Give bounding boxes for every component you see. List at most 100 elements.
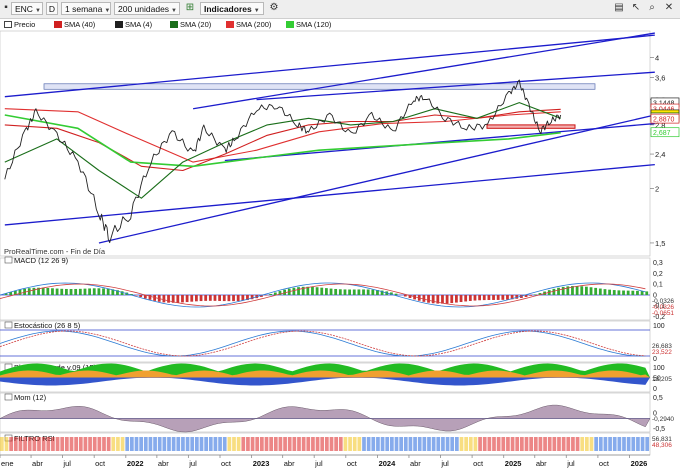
y-tick-label: 2,8: [655, 121, 665, 130]
macd-bar: [185, 295, 189, 303]
rsi-filter-bar: [143, 437, 148, 451]
legend-item-sma120: SMA (120): [286, 19, 331, 30]
macd-bar: [348, 289, 351, 295]
y-tick-label: 4: [655, 53, 659, 62]
x-tick-label: oct: [599, 459, 610, 468]
rsi-filter-bar: [603, 437, 608, 451]
macd-bar: [69, 289, 73, 295]
macd-bar: [524, 295, 528, 297]
rsi-filter-bar: [208, 437, 213, 451]
macd-bar: [37, 287, 40, 295]
rsi-filter-bar: [598, 437, 603, 451]
rsi-filter-bar: [88, 437, 92, 451]
period-button[interactable]: D: [46, 2, 58, 15]
rsi-filter-bar: [515, 437, 520, 451]
macd-bar: [278, 291, 282, 295]
legend-item-price: Precio: [4, 19, 35, 30]
indicator-value-tag: 23,522: [652, 349, 672, 356]
indicator-title: FILTRO RSI: [14, 434, 55, 443]
indicator-panels: MACD (12 26 9) 0,30,20,10-0,1-0,2-0,0326-…: [0, 256, 674, 451]
macd-bar: [338, 289, 342, 295]
macd-bar: [27, 288, 31, 295]
zoom-icon[interactable]: ⌕: [649, 2, 655, 13]
layout-icon[interactable]: ▤: [614, 2, 624, 13]
legend-swatch: [115, 21, 123, 28]
rsi-filter-bar: [255, 437, 260, 451]
macd-bar: [501, 295, 505, 300]
indicator-toggle-icon: [4, 363, 13, 371]
rsi-filter-bar: [608, 437, 612, 451]
macd-bar: [32, 287, 36, 295]
rsi-filter-bar: [292, 437, 297, 451]
rsi-filter-bar: [376, 437, 380, 451]
rsi-filter-bar: [585, 437, 589, 451]
macd-bar: [51, 288, 54, 295]
rsi-filter-bar: [51, 437, 55, 451]
macd-bar: [55, 288, 59, 295]
toolbar: ▪ ENC ▼ D 1 semana ▼ 200 unidades ▼ ⊞ Indic…: [0, 0, 680, 19]
x-tick-label: abr: [32, 459, 43, 468]
macd-bar: [162, 295, 166, 303]
symbol-selector[interactable]: ENC ▼: [11, 2, 43, 15]
price-panel: 4 3,6 3,2 2,8 2,4 2 1,5 3,14483,04462,9522,9060…: [4, 32, 680, 248]
legend-bar: Precio SMA (40) SMA (4) SMA (20) SMA (20…: [0, 19, 680, 30]
macd-bar: [464, 295, 468, 302]
macd-bar: [450, 295, 454, 304]
macd-bar: [561, 286, 565, 295]
rsi-filter-bar: [278, 437, 283, 451]
koncorde-orange-area: [0, 370, 650, 378]
macd-bar: [250, 295, 254, 300]
x-tick-label: jul: [440, 459, 449, 468]
rsi-filter-bar: [55, 437, 60, 451]
window-close-icon[interactable]: ✕: [664, 2, 674, 13]
x-tick-label: jul: [314, 459, 323, 468]
indicator-y-tick: 0,1: [653, 282, 663, 289]
legend-swatch: [286, 21, 294, 28]
rsi-filter-bar: [385, 437, 390, 451]
signal-line: [0, 283, 646, 307]
x-tick-label: 2026: [631, 459, 648, 468]
units-selector[interactable]: 200 unidades ▼: [114, 2, 180, 15]
rsi-filter-bar: [436, 437, 441, 451]
rsi-filter-bar: [27, 437, 32, 451]
rsi-filter-bar: [366, 437, 371, 451]
add-indicator-icon[interactable]: ⊞: [185, 2, 195, 13]
rsi-filter-bar: [640, 437, 645, 451]
rsi-filter-bar: [371, 437, 376, 451]
pointer-icon[interactable]: ↖: [631, 2, 641, 13]
stochastic-k-line: [0, 330, 646, 357]
macd-bar: [352, 289, 356, 295]
rsi-filter-bar: [362, 437, 366, 451]
settings-icon[interactable]: ⚙: [269, 2, 279, 13]
indicators-button[interactable]: Indicadores ▼: [200, 2, 264, 15]
indicator-value-tag: 56,831: [652, 436, 672, 443]
legend-swatch: [54, 21, 62, 28]
price-tag-box: [650, 113, 680, 124]
x-tick-label: abr: [536, 459, 547, 468]
rsi-filter-bar: [273, 437, 278, 451]
macd-bar: [403, 295, 407, 297]
timeframe-selector[interactable]: 1 semana ▼: [61, 2, 111, 15]
panel-frame: [0, 320, 651, 363]
rsi-filter-bar: [589, 437, 594, 451]
macd-bar: [269, 293, 273, 295]
rsi-filter-bar: [478, 437, 482, 451]
rsi-filter-bar: [552, 437, 557, 451]
rsi-filter-bar: [41, 437, 46, 451]
legend-label: SMA (20): [180, 20, 212, 29]
macd-bar: [552, 288, 556, 295]
rsi-filter-bar: [297, 437, 301, 451]
macd-bar: [455, 295, 458, 303]
rsi-filter-bar: [380, 437, 385, 451]
rsi-filter-bar: [533, 437, 538, 451]
macd-bar: [139, 295, 143, 298]
price-tag-box: [650, 103, 680, 114]
rsi-filter-bar: [65, 437, 69, 451]
macd-bar: [301, 286, 305, 295]
series-sma-40: [4, 108, 561, 172]
rsi-filter-bar: [487, 437, 492, 451]
window-menu-icon[interactable]: ▪: [4, 2, 8, 13]
indicator-value-tag: -0,0326: [652, 304, 674, 311]
rsi-filter-bar: [102, 437, 106, 451]
